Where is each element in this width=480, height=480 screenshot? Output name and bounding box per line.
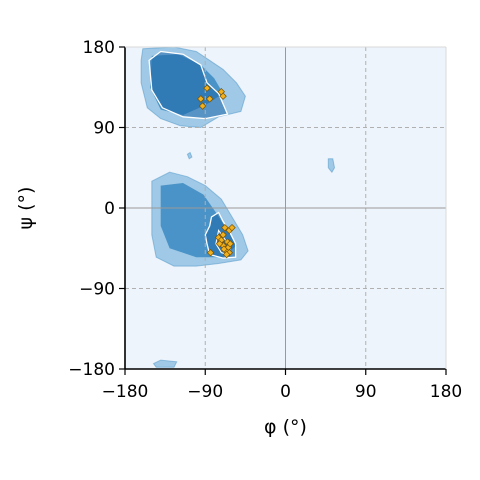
y-tick-label: 90 [93,119,115,139]
data-point [220,245,228,253]
data-point [203,84,211,92]
data-point [206,249,215,257]
x-ticks: −180 −90 0 90 180 [102,369,462,402]
data-points [197,84,236,259]
data-point [219,92,227,100]
x-axis-label: φ (°) [264,416,307,438]
data-point [215,240,224,248]
contour-beta-sheet [148,50,229,120]
y-tick-label: −90 [79,280,115,300]
x-tick-label: 0 [280,382,291,402]
density-region-left-handed-speck [327,158,336,174]
x-tick-label: 90 [355,382,377,402]
y-tick-label: −180 [68,360,115,380]
density-region-minor-speck [186,151,193,160]
y-axis-label: ψ (°) [15,187,37,230]
data-point [219,231,227,239]
data-point [198,102,207,110]
density-region-bottom-speck [152,359,178,368]
x-tick-label: −180 [102,382,149,402]
data-point [222,250,231,259]
y-tick-label: 180 [83,38,115,58]
grid-lines [125,47,446,369]
x-tick-label: −90 [187,382,223,402]
data-point [221,223,229,232]
data-point [228,223,236,232]
y-ticks: −180 −90 0 90 180 [68,38,125,380]
data-point [226,240,234,248]
data-point [206,95,214,103]
x-tick-label: 180 [430,382,462,402]
data-point [197,95,205,103]
y-tick-label: 0 [104,199,115,219]
